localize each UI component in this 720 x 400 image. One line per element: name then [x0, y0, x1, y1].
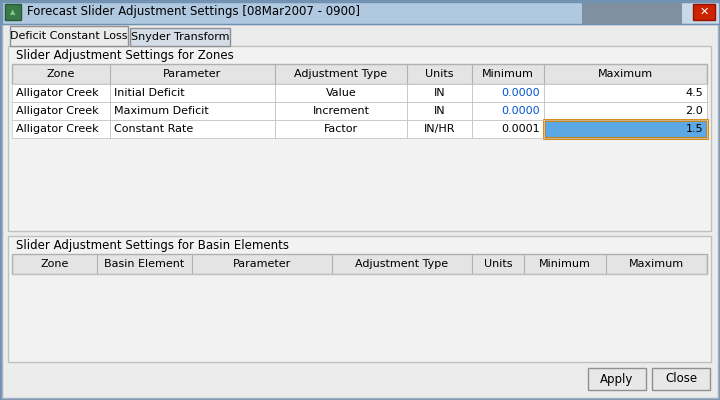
Bar: [652, 368, 710, 390]
Bar: [588, 368, 646, 390]
Bar: [5, 4, 21, 20]
Bar: [2, 2, 720, 24]
Text: ▲: ▲: [10, 9, 16, 15]
Bar: [12, 120, 707, 138]
Bar: [12, 102, 707, 120]
Bar: [12, 64, 707, 84]
Text: Alligator Creek: Alligator Creek: [16, 124, 99, 134]
Bar: [8, 46, 711, 231]
Text: Parameter: Parameter: [163, 69, 222, 79]
Bar: [12, 254, 707, 274]
Text: Parameter: Parameter: [233, 259, 291, 269]
Text: Slider Adjustment Settings for Basin Elements: Slider Adjustment Settings for Basin Ele…: [16, 240, 289, 252]
Text: Minimum: Minimum: [539, 259, 591, 269]
Text: Deficit Constant Loss: Deficit Constant Loss: [10, 31, 127, 41]
Text: Adjustment Type: Adjustment Type: [356, 259, 449, 269]
Text: ✕: ✕: [699, 7, 708, 17]
Text: 0.0000: 0.0000: [501, 106, 540, 116]
Bar: [130, 28, 230, 46]
Text: Value: Value: [325, 88, 356, 98]
Text: 2.0: 2.0: [685, 106, 703, 116]
Text: Alligator Creek: Alligator Creek: [16, 88, 99, 98]
Bar: [693, 4, 715, 20]
Text: Adjustment Type: Adjustment Type: [294, 69, 387, 79]
Text: Forecast Slider Adjustment Settings [08Mar2007 - 0900]: Forecast Slider Adjustment Settings [08M…: [27, 6, 360, 18]
Text: Maximum Deficit: Maximum Deficit: [114, 106, 209, 116]
Bar: [2, 2, 582, 24]
Text: Snyder Transform: Snyder Transform: [131, 32, 229, 42]
Text: 4.5: 4.5: [685, 88, 703, 98]
Text: Minimum: Minimum: [482, 69, 534, 79]
Text: IN/HR: IN/HR: [424, 124, 455, 134]
Text: Units: Units: [426, 69, 454, 79]
Text: Zone: Zone: [40, 259, 68, 269]
Text: Constant Rate: Constant Rate: [114, 124, 193, 134]
Text: Apply: Apply: [600, 372, 634, 386]
Text: Maximum: Maximum: [629, 259, 684, 269]
Text: Basin Element: Basin Element: [104, 259, 184, 269]
Text: IN: IN: [433, 88, 445, 98]
Text: Maximum: Maximum: [598, 69, 653, 79]
Text: 0.0001: 0.0001: [501, 124, 540, 134]
Bar: [10, 26, 128, 46]
Text: Slider Adjustment Settings for Zones: Slider Adjustment Settings for Zones: [16, 50, 234, 62]
Text: Close: Close: [665, 372, 697, 386]
Text: Zone: Zone: [47, 69, 75, 79]
Bar: [8, 236, 711, 362]
Bar: [582, 2, 682, 24]
Text: Alligator Creek: Alligator Creek: [16, 106, 99, 116]
Text: Initial Deficit: Initial Deficit: [114, 88, 184, 98]
Text: 1.5: 1.5: [685, 124, 703, 134]
Text: Factor: Factor: [324, 124, 358, 134]
Text: 0.0000: 0.0000: [501, 88, 540, 98]
Bar: [12, 84, 707, 102]
Text: Units: Units: [484, 259, 512, 269]
Text: IN: IN: [433, 106, 445, 116]
Bar: [544, 120, 707, 138]
Text: Increment: Increment: [312, 106, 369, 116]
